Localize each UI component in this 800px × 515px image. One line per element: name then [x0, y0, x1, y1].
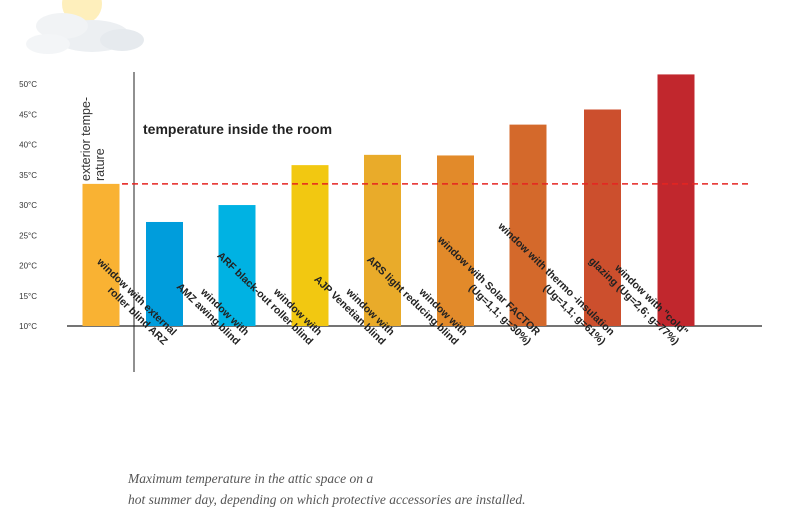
bars [82, 74, 695, 327]
y-tick-label: 15°C [19, 292, 37, 301]
y-tick-label: 50°C [19, 80, 37, 89]
annotation-label: temperature inside the room [143, 121, 332, 137]
caption-line-1: Maximum temperature in the attic space o… [128, 471, 374, 486]
sun-cloud-icon [26, 0, 144, 54]
bar [291, 165, 329, 326]
bar [584, 109, 621, 326]
bar [82, 183, 120, 326]
bar [364, 154, 401, 326]
bar [218, 205, 256, 326]
y-axis: 10°C 15°C 20°C 25°C 30°C 35°C 40°C 45°C 50°C [19, 80, 37, 331]
x-tick-label: exterior tempe-rature [79, 97, 107, 181]
y-tick-label: 35°C [19, 171, 37, 180]
bar [657, 74, 695, 327]
caption-line-2: hot summer day, depending on which prote… [128, 492, 526, 507]
bar [509, 124, 547, 326]
y-tick-label: 30°C [19, 201, 37, 210]
y-tick-label: 25°C [19, 231, 37, 240]
y-tick-label: 45°C [19, 110, 37, 119]
y-tick-label: 20°C [19, 262, 37, 271]
bar [146, 221, 183, 326]
y-tick-label: 10°C [19, 322, 37, 331]
y-tick-label: 40°C [19, 141, 37, 150]
